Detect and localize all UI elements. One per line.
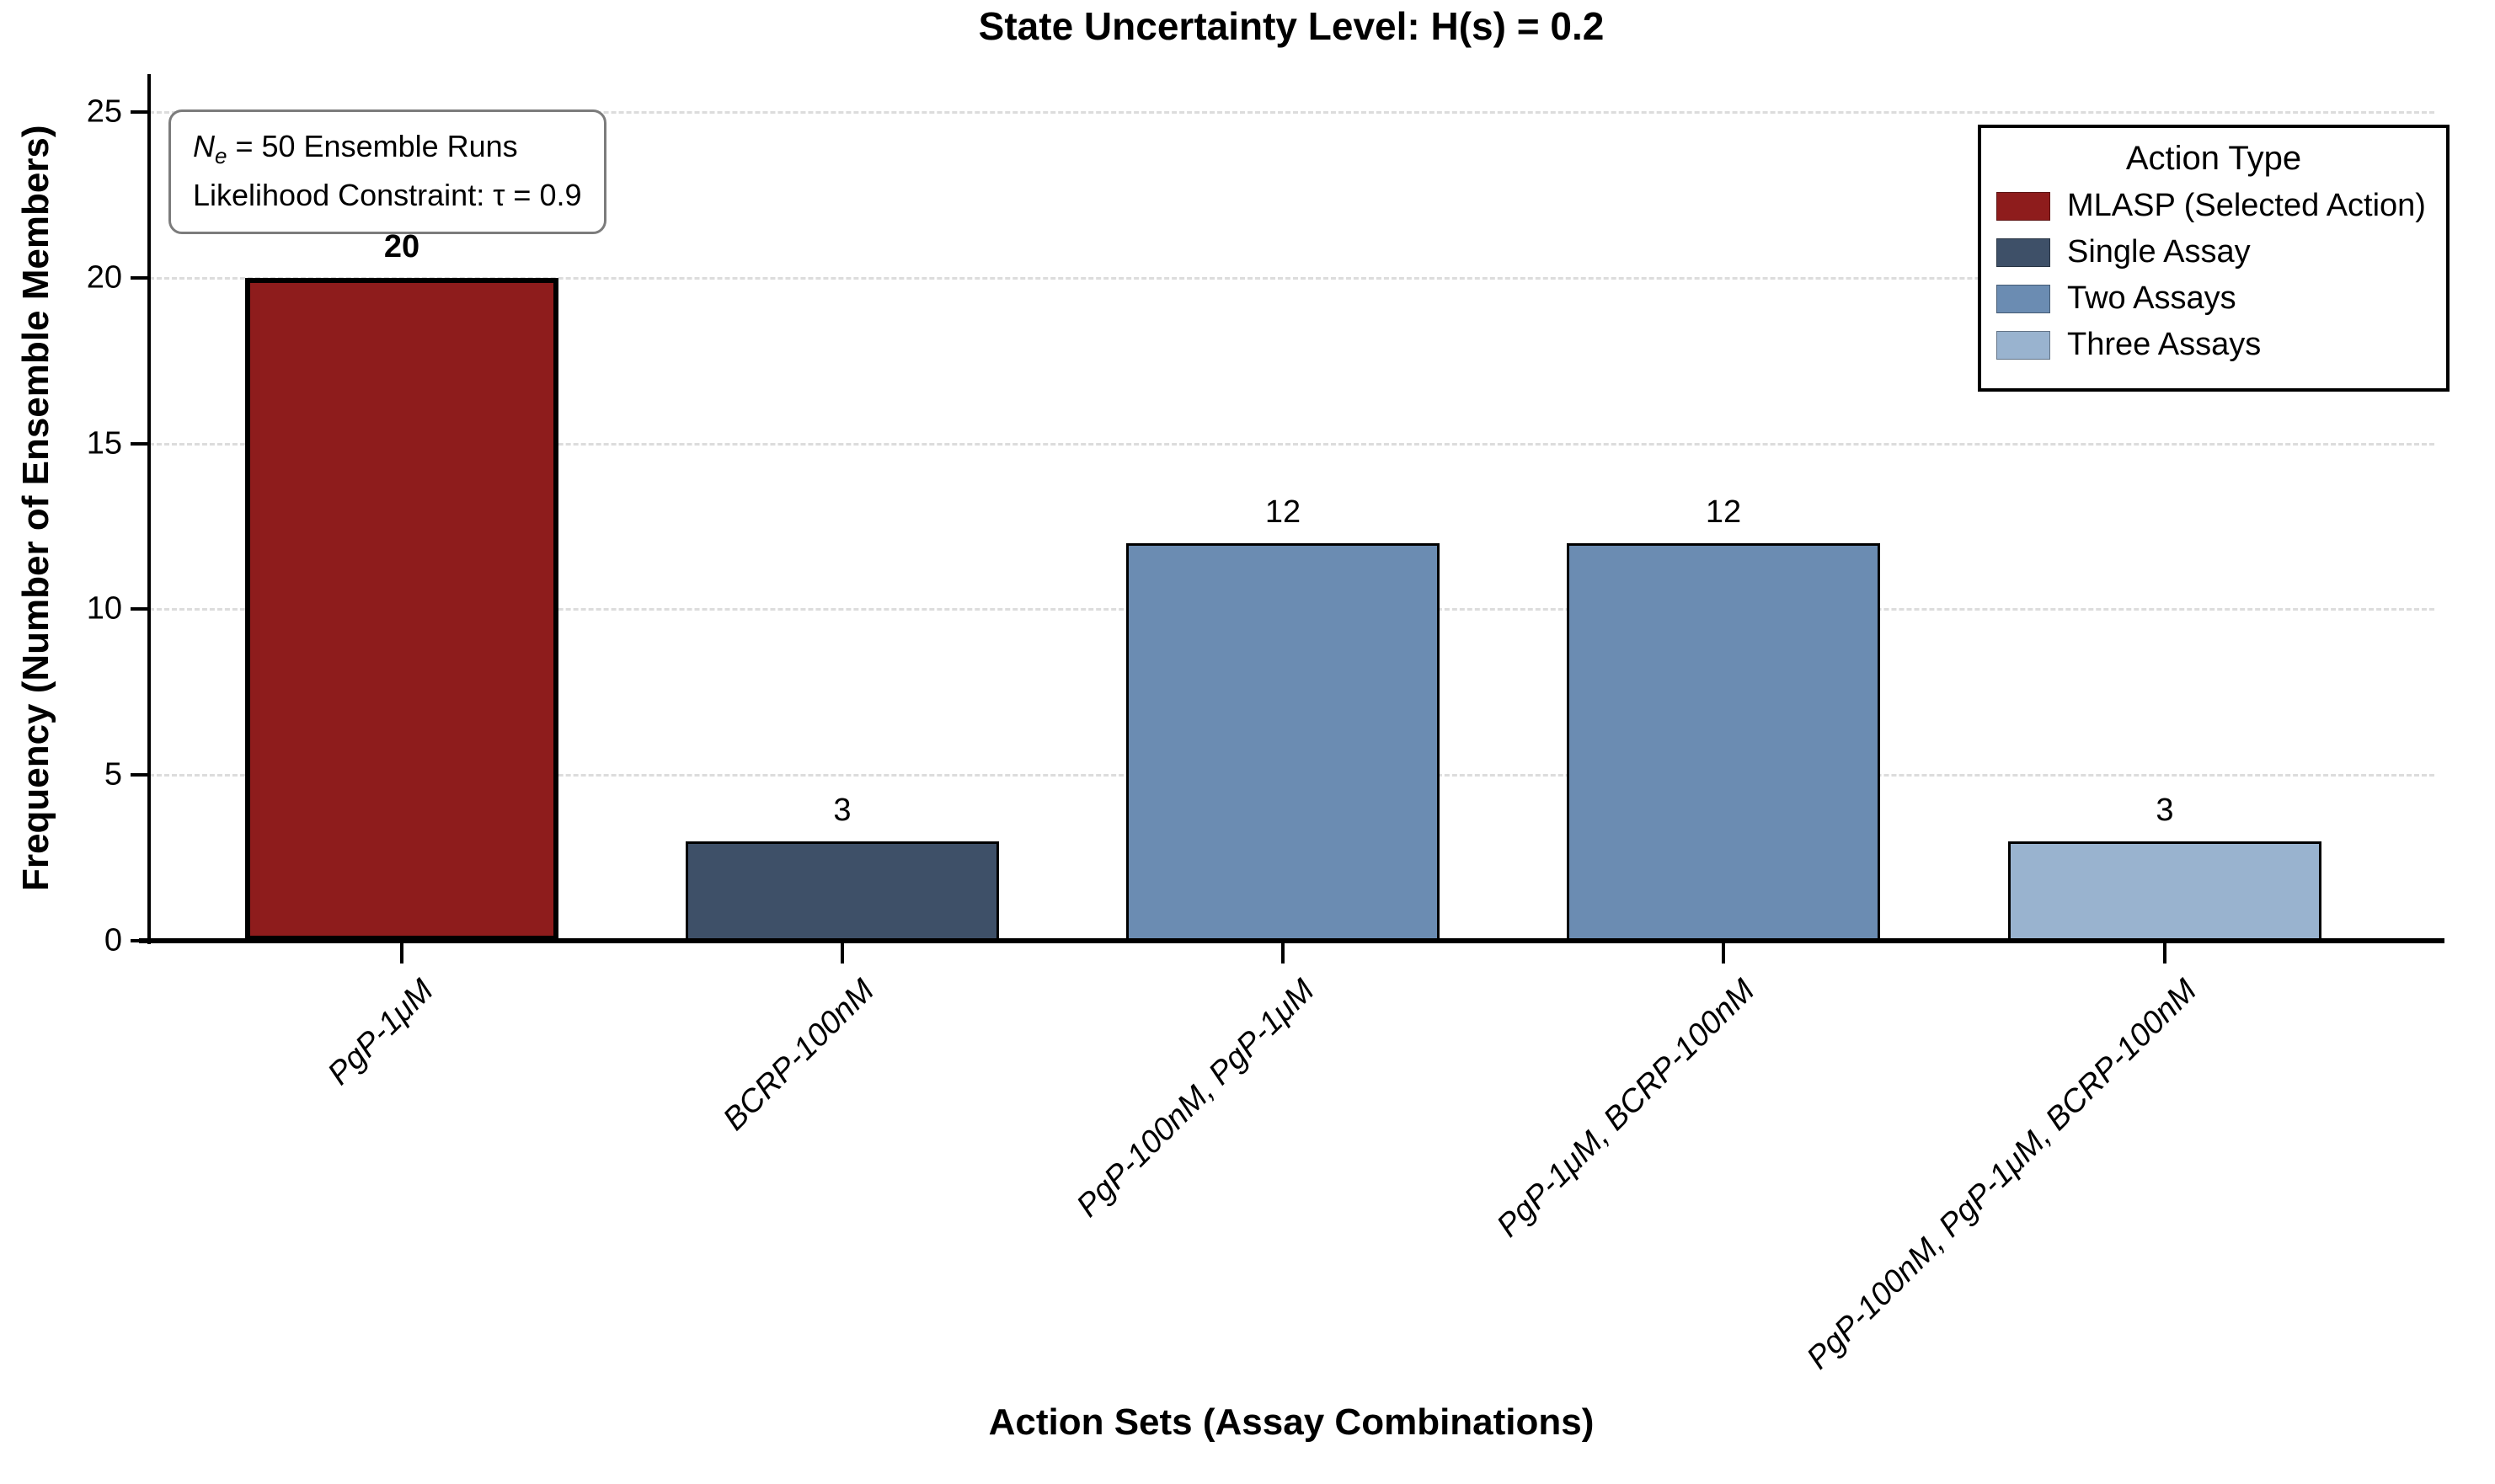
y-tick-mark — [131, 275, 149, 280]
x-tick-label: PgP-100nM, PgP-1μM, BCRP-100nM — [1799, 973, 2204, 1376]
legend: Action Type MLASP (Selected Action) Singl… — [1978, 125, 2450, 392]
x-axis-title: Action Sets (Assay Combinations) — [988, 1401, 1595, 1443]
legend-item: Three Assays — [1996, 327, 2431, 363]
legend-label: Single Assay — [2067, 234, 2251, 270]
x-tick-mark — [1722, 943, 1725, 964]
x-axis-line — [139, 938, 2444, 943]
annotation-line1-text: = 50 Ensemble Runs — [227, 129, 518, 163]
x-tick-mark — [2163, 943, 2166, 964]
legend-item: Single Assay — [1996, 234, 2431, 270]
bar-value-label: 3 — [2156, 792, 2174, 828]
legend-item: MLASP (Selected Action) — [1996, 188, 2431, 224]
x-tick-mark — [841, 943, 844, 964]
bar — [686, 841, 999, 941]
annotation-box: Ne = 50 Ensemble Runs Likelihood Constra… — [168, 109, 606, 235]
y-tick-mark — [131, 773, 149, 777]
y-axis-line — [147, 74, 151, 944]
legend-item: Two Assays — [1996, 280, 2431, 317]
y-tick-label: 10 — [86, 590, 122, 627]
gridline — [149, 442, 2434, 446]
legend-swatch — [1996, 238, 2050, 267]
gridline — [149, 111, 2434, 114]
annotation-line2-text: Likelihood Constraint: τ = 0.9 — [193, 178, 582, 213]
y-tick-label: 5 — [104, 756, 122, 793]
bar — [245, 277, 558, 941]
legend-swatch — [1996, 191, 2050, 221]
y-tick-mark — [131, 110, 149, 114]
annotation-n-symbol: N — [193, 129, 215, 163]
annotation-n-subscript: e — [215, 143, 227, 169]
bar-value-label: 3 — [833, 792, 852, 828]
bar — [1567, 542, 1880, 941]
y-tick-label: 20 — [86, 259, 122, 296]
legend-label: MLASP (Selected Action) — [2067, 188, 2426, 223]
x-tick-label: PgP-1μM, BCRP-100nM — [1490, 973, 1762, 1245]
x-tick-label: PgP-100nM, PgP-1μM — [1070, 973, 1322, 1225]
x-tick-label: BCRP-100nM — [716, 973, 881, 1138]
bar — [1126, 542, 1440, 941]
bar — [2008, 841, 2321, 941]
legend-label: Three Assays — [2067, 327, 2262, 362]
chart-title: State Uncertainty Level: H(s) = 0.2 — [978, 4, 1605, 48]
y-tick-mark — [131, 441, 149, 446]
x-tick-label: PgP-1μM — [321, 973, 441, 1092]
y-tick-label: 0 — [104, 922, 122, 958]
y-tick-mark — [131, 607, 149, 611]
y-tick-label: 15 — [86, 425, 122, 462]
legend-label: Two Assays — [2067, 280, 2236, 316]
gridline — [149, 276, 2434, 280]
legend-title: Action Type — [2125, 140, 2302, 177]
y-tick-label: 25 — [86, 93, 122, 130]
legend-swatch — [1996, 284, 2050, 313]
x-tick-mark — [1281, 943, 1285, 964]
x-tick-mark — [400, 943, 403, 964]
bar-value-label: 12 — [1264, 494, 1301, 530]
legend-swatch — [1996, 330, 2050, 360]
bar-value-label: 20 — [383, 228, 420, 264]
legend-items: MLASP (Selected Action) Single Assay Two A… — [1996, 188, 2431, 363]
bar-value-label: 12 — [1705, 494, 1742, 530]
